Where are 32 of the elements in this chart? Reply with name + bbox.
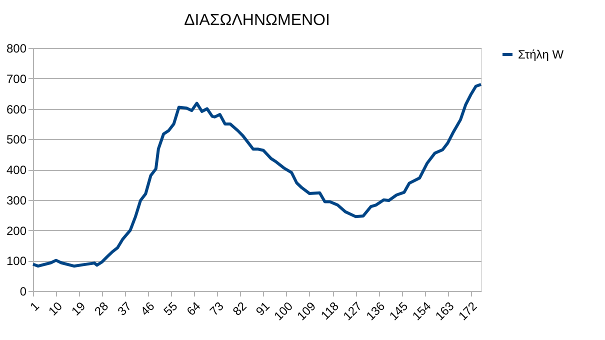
x-tick-label: 28 [92, 298, 112, 318]
y-tick-label: 500 [6, 132, 27, 147]
y-tick-label: 0 [20, 284, 27, 298]
x-tick-label: 172 [456, 298, 480, 324]
y-tick-label: 300 [6, 193, 27, 208]
x-tick-label: 154 [410, 298, 434, 324]
x-tick-label: 145 [386, 298, 411, 324]
x-tick-label: 55 [160, 298, 180, 318]
x-tick-label: 37 [114, 298, 134, 318]
x-tick-label: 64 [184, 298, 204, 318]
y-tick-label: 600 [6, 102, 27, 116]
x-tick-label: 118 [318, 298, 342, 323]
x-tick-label: 127 [340, 298, 365, 324]
y-tick-label: 700 [6, 72, 27, 86]
y-tick-label: 400 [6, 163, 27, 177]
x-tick-label: 19 [68, 298, 88, 318]
y-tick-label: 800 [6, 42, 27, 56]
x-tick-label: 82 [230, 298, 250, 318]
x-tick-label: 136 [364, 298, 388, 324]
y-tick-label: 100 [6, 254, 27, 268]
line-series [32, 82, 482, 268]
x-tick-label: 91 [253, 298, 273, 318]
x-tick-label: 163 [432, 298, 457, 324]
legend-label: Στήλη W [518, 48, 564, 62]
x-tick-label: 73 [206, 298, 227, 318]
x-tick-label: 100 [271, 298, 296, 324]
x-tick-label: 1 [27, 298, 42, 314]
x-tick-label: 10 [46, 298, 66, 318]
y-tick-label: 200 [6, 224, 27, 238]
x-tick-label: 109 [294, 298, 319, 324]
chart-title: ΔΙΑΣΩΛΗΝΩΜΕΝΟΙ [184, 12, 330, 29]
x-tick-label: 46 [138, 298, 158, 318]
